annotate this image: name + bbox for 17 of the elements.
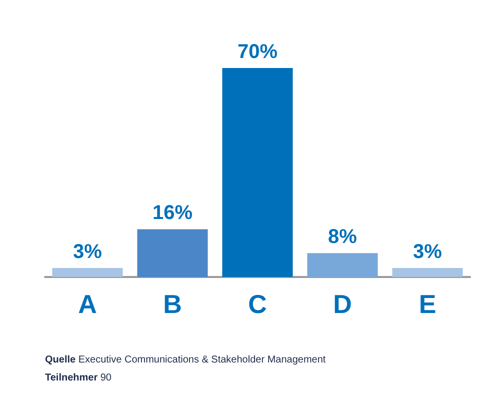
data-label: 3%	[73, 241, 102, 264]
data-label: 16%	[152, 202, 193, 224]
x-tick-label: B	[163, 289, 182, 319]
x-tick-label: A	[78, 289, 98, 319]
bar	[137, 229, 208, 277]
x-tick-label: C	[248, 289, 268, 319]
source-note: Quelle Executive Communications & Stakeholder Management	[45, 354, 326, 366]
x-tick-label: E	[418, 289, 436, 319]
text: Teilnehmer 90	[45, 372, 112, 384]
x-tick-label: D	[333, 289, 352, 319]
data-label: 3%	[413, 241, 442, 264]
bar	[392, 268, 463, 277]
data-label: 70%	[237, 41, 278, 63]
bar	[222, 68, 293, 277]
data-label: 8%	[328, 226, 358, 248]
bar	[52, 268, 123, 277]
bar	[307, 253, 378, 277]
